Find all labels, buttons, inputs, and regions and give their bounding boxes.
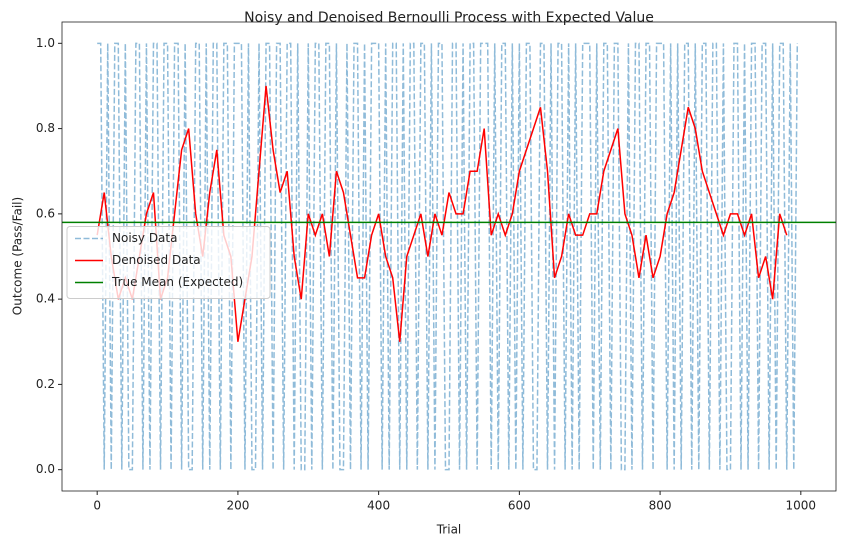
series-line <box>96 85 788 342</box>
legend-label: Denoised Data <box>112 253 201 267</box>
x-tick-label: 400 <box>367 499 390 513</box>
y-tick-label: 0.4 <box>36 292 55 306</box>
y-tick-label: 0.8 <box>36 121 55 135</box>
y-tick-label: 0.2 <box>36 377 55 391</box>
x-tick-label: 800 <box>649 499 672 513</box>
legend-box <box>66 226 271 299</box>
chart-title: Noisy and Denoised Bernoulli Process wit… <box>244 10 654 26</box>
x-axis-label: Trial <box>436 523 462 537</box>
plot-frame <box>61 21 837 492</box>
y-tick-label: 0.0 <box>36 462 55 476</box>
y-tick-label: 1.0 <box>36 36 55 50</box>
legend-label: True Mean (Expected) <box>111 275 243 289</box>
series-line <box>97 42 799 471</box>
x-tick-label: 200 <box>226 499 249 513</box>
y-axis-label: Outcome (Pass/Fail) <box>11 197 25 315</box>
x-tick-label: 600 <box>508 499 531 513</box>
legend-label: Noisy Data <box>112 231 177 245</box>
x-tick-label: 1000 <box>786 499 817 513</box>
x-tick-label: 0 <box>93 499 101 513</box>
y-tick-label: 0.6 <box>36 206 55 220</box>
